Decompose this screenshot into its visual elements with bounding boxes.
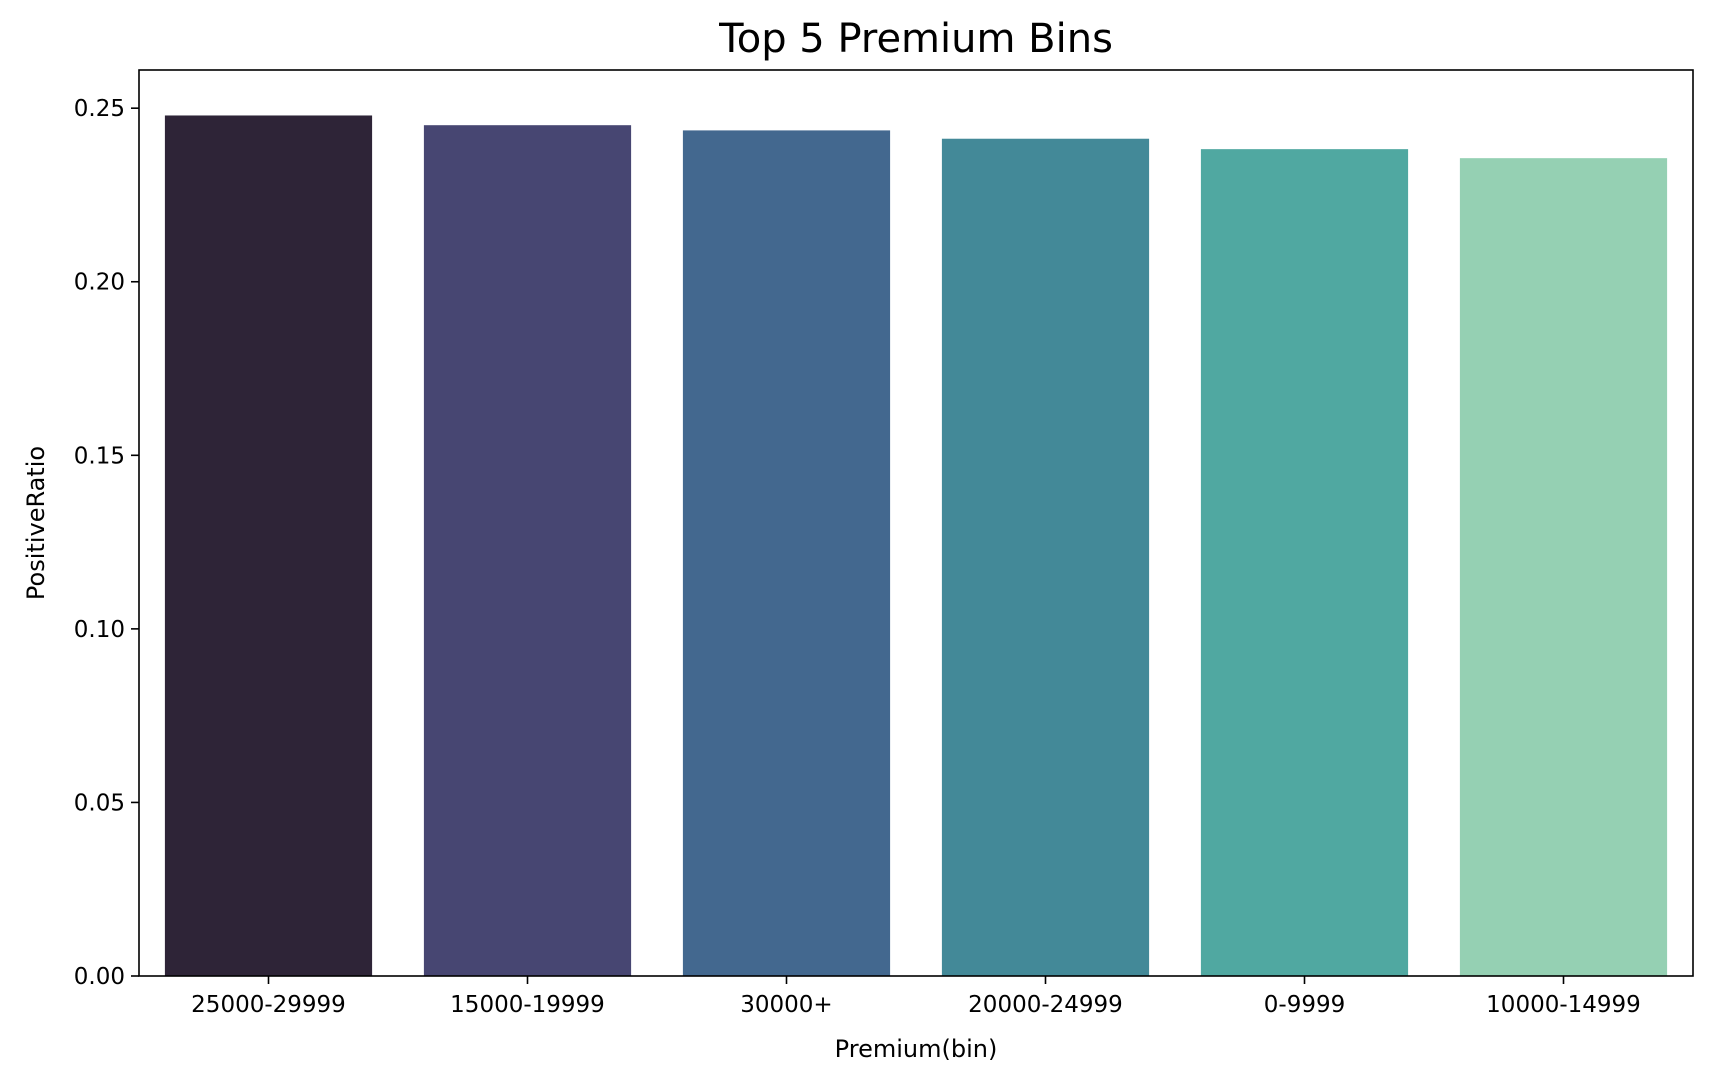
x-tick-label: 30000+ [740,992,832,1018]
y-axis-label: PositiveRatio [22,446,50,600]
y-tick-label: 0.15 [74,443,125,469]
plot-frame [138,69,1694,977]
y-tick-label: 0.20 [74,270,125,296]
x-tick-label: 20000-24999 [968,992,1123,1018]
x-tick-label: 25000-29999 [191,992,346,1018]
bar-25000-29999 [164,115,373,976]
y-tick-label: 0.25 [74,96,125,122]
chart-title: Top 5 Premium Bins [718,16,1113,62]
x-axis-label: Premium(bin) [835,1035,998,1063]
x-tick-label: 10000-14999 [1486,992,1641,1018]
bar-0-9999 [1200,149,1409,976]
y-tick-label: 0.05 [74,790,125,816]
y-tick-label: 0.10 [74,617,125,643]
y-axis: 0.00 0.05 0.10 0.15 0.20 0.25 [74,96,139,990]
x-axis: 25000-29999 15000-19999 30000+ 20000-24999 0… [191,976,1641,1018]
y-tick-label: 0.00 [74,964,125,990]
x-tick-label: 15000-19999 [450,992,605,1018]
bar-20000-24999 [941,138,1150,977]
bar-15000-19999 [423,125,632,976]
bar-30000+ [682,130,891,976]
x-tick-label: 0-9999 [1264,992,1345,1018]
bar-10000-14999 [1459,158,1668,977]
plot-area [164,115,1668,977]
